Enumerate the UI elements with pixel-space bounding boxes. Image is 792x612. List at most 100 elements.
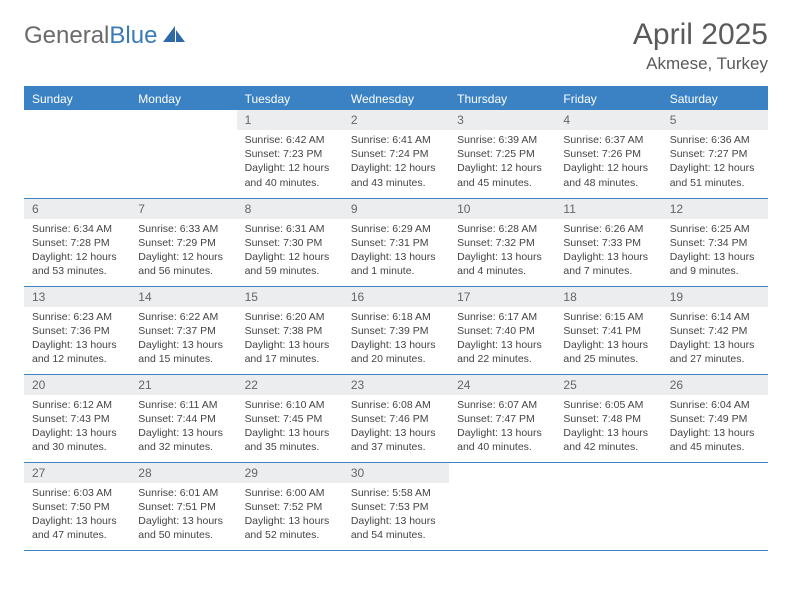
day-details: Sunrise: 6:42 AMSunset: 7:23 PMDaylight:… bbox=[237, 130, 343, 196]
sunset-text: Sunset: 7:24 PM bbox=[351, 147, 441, 161]
calendar-day-cell: 11Sunrise: 6:26 AMSunset: 7:33 PMDayligh… bbox=[555, 198, 661, 286]
calendar-empty-cell bbox=[555, 462, 661, 550]
sunset-text: Sunset: 7:52 PM bbox=[245, 500, 335, 514]
sunrise-text: Sunrise: 6:33 AM bbox=[138, 222, 228, 236]
sunrise-text: Sunrise: 6:25 AM bbox=[670, 222, 760, 236]
calendar-day-cell: 18Sunrise: 6:15 AMSunset: 7:41 PMDayligh… bbox=[555, 286, 661, 374]
day-number: 26 bbox=[662, 375, 768, 395]
calendar-empty-cell bbox=[130, 110, 236, 198]
sunrise-text: Sunrise: 6:18 AM bbox=[351, 310, 441, 324]
day-details: Sunrise: 6:28 AMSunset: 7:32 PMDaylight:… bbox=[449, 219, 555, 285]
sunset-text: Sunset: 7:48 PM bbox=[563, 412, 653, 426]
calendar-day-cell: 7Sunrise: 6:33 AMSunset: 7:29 PMDaylight… bbox=[130, 198, 236, 286]
calendar-day-cell: 29 Sunrise: 6:00 AMSunset: 7:52 PMDayligh… bbox=[237, 462, 343, 550]
weekday-header: Monday bbox=[130, 87, 236, 110]
month-title: April 2025 bbox=[633, 18, 768, 52]
title-block: April 2025 Akmese, Turkey bbox=[633, 18, 768, 74]
calendar-day-cell: 2Sunrise: 6:41 AMSunset: 7:24 PMDaylight… bbox=[343, 110, 449, 198]
daylight-text: Daylight: 12 hours and 48 minutes. bbox=[563, 161, 653, 189]
sunset-text: Sunset: 7:45 PM bbox=[245, 412, 335, 426]
sunrise-text: Sunrise: 6:01 AM bbox=[138, 486, 228, 500]
calendar-week-row: 13Sunrise: 6:23 AMSunset: 7:36 PMDayligh… bbox=[24, 286, 768, 374]
day-number: 11 bbox=[555, 199, 661, 219]
day-details: Sunrise: 6:26 AMSunset: 7:33 PMDaylight:… bbox=[555, 219, 661, 285]
calendar-day-cell: 26Sunrise: 6:04 AMSunset: 7:49 PMDayligh… bbox=[662, 374, 768, 462]
calendar-day-cell: 27Sunrise: 6:03 AMSunset: 7:50 PMDayligh… bbox=[24, 462, 130, 550]
daylight-text: Daylight: 13 hours and 17 minutes. bbox=[245, 338, 335, 366]
sunrise-text: Sunrise: 5:58 AM bbox=[351, 486, 441, 500]
daylight-text: Daylight: 12 hours and 45 minutes. bbox=[457, 161, 547, 189]
calendar-day-cell: 3Sunrise: 6:39 AMSunset: 7:25 PMDaylight… bbox=[449, 110, 555, 198]
calendar-table: SundayMondayTuesdayWednesdayThursdayFrid… bbox=[24, 86, 768, 551]
day-number: 3 bbox=[449, 110, 555, 130]
day-details: Sunrise: 6:05 AMSunset: 7:48 PMDaylight:… bbox=[555, 395, 661, 461]
daylight-text: Daylight: 13 hours and 22 minutes. bbox=[457, 338, 547, 366]
sunrise-text: Sunrise: 6:04 AM bbox=[670, 398, 760, 412]
sunset-text: Sunset: 7:38 PM bbox=[245, 324, 335, 338]
calendar-day-cell: 5Sunrise: 6:36 AMSunset: 7:27 PMDaylight… bbox=[662, 110, 768, 198]
calendar-empty-cell bbox=[662, 462, 768, 550]
daylight-text: Daylight: 13 hours and 15 minutes. bbox=[138, 338, 228, 366]
day-number: 6 bbox=[24, 199, 130, 219]
calendar-day-cell: 22Sunrise: 6:10 AMSunset: 7:45 PMDayligh… bbox=[237, 374, 343, 462]
calendar-week-row: 1Sunrise: 6:42 AMSunset: 7:23 PMDaylight… bbox=[24, 110, 768, 198]
logo: GeneralBlue bbox=[24, 22, 187, 50]
calendar-day-cell: 14Sunrise: 6:22 AMSunset: 7:37 PMDayligh… bbox=[130, 286, 236, 374]
sunrise-text: Sunrise: 6:29 AM bbox=[351, 222, 441, 236]
calendar-week-row: 20Sunrise: 6:12 AMSunset: 7:43 PMDayligh… bbox=[24, 374, 768, 462]
sunrise-text: Sunrise: 6:07 AM bbox=[457, 398, 547, 412]
weekday-header: Sunday bbox=[24, 87, 130, 110]
calendar-day-cell: 25Sunrise: 6:05 AMSunset: 7:48 PMDayligh… bbox=[555, 374, 661, 462]
daylight-text: Daylight: 12 hours and 40 minutes. bbox=[245, 161, 335, 189]
sunset-text: Sunset: 7:23 PM bbox=[245, 147, 335, 161]
daylight-text: Daylight: 13 hours and 54 minutes. bbox=[351, 514, 441, 542]
calendar-day-cell: 21Sunrise: 6:11 AMSunset: 7:44 PMDayligh… bbox=[130, 374, 236, 462]
daylight-text: Daylight: 13 hours and 32 minutes. bbox=[138, 426, 228, 454]
day-number: 30 bbox=[343, 463, 449, 483]
sunset-text: Sunset: 7:53 PM bbox=[351, 500, 441, 514]
day-details: Sunrise: 6:10 AMSunset: 7:45 PMDaylight:… bbox=[237, 395, 343, 461]
daylight-text: Daylight: 13 hours and 35 minutes. bbox=[245, 426, 335, 454]
sunrise-text: Sunrise: 6:00 AM bbox=[245, 486, 335, 500]
day-details: Sunrise: 6:34 AMSunset: 7:28 PMDaylight:… bbox=[24, 219, 130, 285]
sunset-text: Sunset: 7:27 PM bbox=[670, 147, 760, 161]
day-details: Sunrise: 6:41 AMSunset: 7:24 PMDaylight:… bbox=[343, 130, 449, 196]
day-details: Sunrise: 6:15 AMSunset: 7:41 PMDaylight:… bbox=[555, 307, 661, 373]
sunrise-text: Sunrise: 6:23 AM bbox=[32, 310, 122, 324]
calendar-week-row: 6Sunrise: 6:34 AMSunset: 7:28 PMDaylight… bbox=[24, 198, 768, 286]
calendar-day-cell: 24Sunrise: 6:07 AMSunset: 7:47 PMDayligh… bbox=[449, 374, 555, 462]
day-details: Sunrise: 6:31 AMSunset: 7:30 PMDaylight:… bbox=[237, 219, 343, 285]
calendar-day-cell: 19Sunrise: 6:14 AMSunset: 7:42 PMDayligh… bbox=[662, 286, 768, 374]
sunset-text: Sunset: 7:47 PM bbox=[457, 412, 547, 426]
day-number: 9 bbox=[343, 199, 449, 219]
day-details: Sunrise: 6:36 AMSunset: 7:27 PMDaylight:… bbox=[662, 130, 768, 196]
sunset-text: Sunset: 7:49 PM bbox=[670, 412, 760, 426]
sunset-text: Sunset: 7:28 PM bbox=[32, 236, 122, 250]
day-number: 22 bbox=[237, 375, 343, 395]
day-details: Sunrise: 6:08 AMSunset: 7:46 PMDaylight:… bbox=[343, 395, 449, 461]
daylight-text: Daylight: 13 hours and 52 minutes. bbox=[245, 514, 335, 542]
sunset-text: Sunset: 7:41 PM bbox=[563, 324, 653, 338]
calendar-day-cell: 6Sunrise: 6:34 AMSunset: 7:28 PMDaylight… bbox=[24, 198, 130, 286]
sail-icon bbox=[161, 24, 187, 49]
logo-text: GeneralBlue bbox=[24, 22, 157, 50]
daylight-text: Daylight: 13 hours and 40 minutes. bbox=[457, 426, 547, 454]
daylight-text: Daylight: 12 hours and 43 minutes. bbox=[351, 161, 441, 189]
daylight-text: Daylight: 12 hours and 56 minutes. bbox=[138, 250, 228, 278]
calendar-day-cell: 8Sunrise: 6:31 AMSunset: 7:30 PMDaylight… bbox=[237, 198, 343, 286]
calendar-day-cell: 30 Sunrise: 5:58 AMSunset: 7:53 PMDayligh… bbox=[343, 462, 449, 550]
day-details: Sunrise: 6:29 AMSunset: 7:31 PMDaylight:… bbox=[343, 219, 449, 285]
sunrise-text: Sunrise: 6:15 AM bbox=[563, 310, 653, 324]
calendar-day-cell: 16Sunrise: 6:18 AMSunset: 7:39 PMDayligh… bbox=[343, 286, 449, 374]
sunset-text: Sunset: 7:29 PM bbox=[138, 236, 228, 250]
sunset-text: Sunset: 7:34 PM bbox=[670, 236, 760, 250]
sunrise-text: Sunrise: 6:34 AM bbox=[32, 222, 122, 236]
day-number: 29 bbox=[237, 463, 343, 483]
daylight-text: Daylight: 13 hours and 42 minutes. bbox=[563, 426, 653, 454]
day-number: 12 bbox=[662, 199, 768, 219]
daylight-text: Daylight: 13 hours and 25 minutes. bbox=[563, 338, 653, 366]
calendar-header-row: SundayMondayTuesdayWednesdayThursdayFrid… bbox=[24, 87, 768, 110]
sunset-text: Sunset: 7:43 PM bbox=[32, 412, 122, 426]
day-details: Sunrise: 6:14 AMSunset: 7:42 PMDaylight:… bbox=[662, 307, 768, 373]
day-details: Sunrise: 6:20 AMSunset: 7:38 PMDaylight:… bbox=[237, 307, 343, 373]
